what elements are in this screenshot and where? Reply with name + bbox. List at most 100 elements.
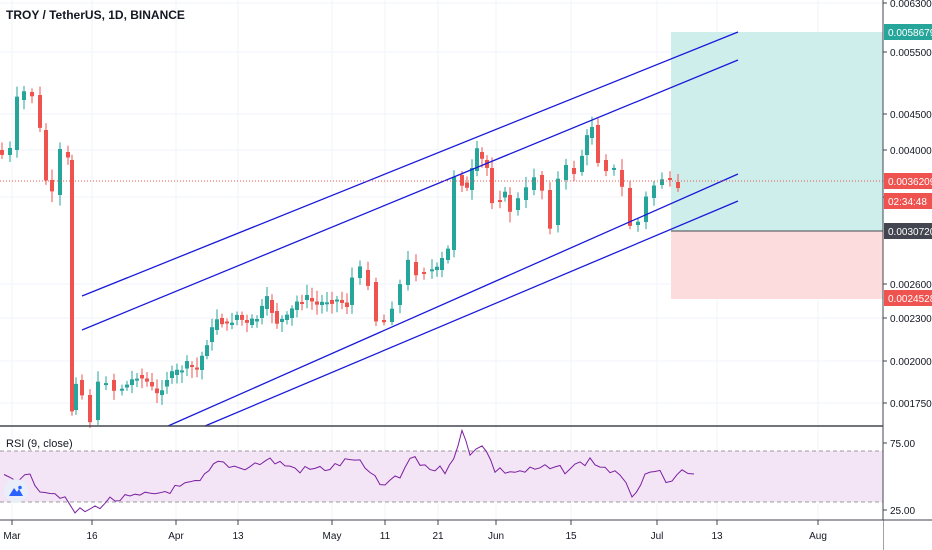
candle-body xyxy=(590,127,594,138)
candle-body xyxy=(8,147,12,155)
candle-body xyxy=(340,300,344,303)
candle-body xyxy=(532,177,536,190)
candle-body xyxy=(160,390,164,395)
candle-body xyxy=(44,130,48,181)
candle-body xyxy=(175,369,179,375)
rsi-level-label: 75.00 xyxy=(890,439,915,450)
candle-body xyxy=(195,367,199,370)
candle-body xyxy=(516,198,520,210)
candle-body xyxy=(22,91,26,100)
candle-body xyxy=(345,302,349,308)
candle-body xyxy=(96,381,100,420)
candle-body xyxy=(240,315,244,320)
candle-body xyxy=(235,314,239,320)
candle-body xyxy=(465,182,469,188)
time-axis-label: 11 xyxy=(380,531,391,542)
candle-body xyxy=(325,302,329,305)
candle-body xyxy=(210,327,214,342)
candle-body xyxy=(556,178,560,225)
candle-body xyxy=(170,371,174,378)
candle-body xyxy=(446,248,450,260)
time-axis-label: Apr xyxy=(168,531,184,542)
rsi-line xyxy=(3,428,695,514)
candle-body xyxy=(564,164,568,180)
position-profit-zone[interactable] xyxy=(671,32,883,231)
candle-body xyxy=(112,380,116,391)
candle-body xyxy=(190,365,194,368)
time-axis-label: 16 xyxy=(86,531,98,542)
candle-body xyxy=(580,155,584,172)
position-loss-zone[interactable] xyxy=(671,231,883,299)
candle-body xyxy=(676,182,680,189)
candle-body xyxy=(300,302,304,304)
candle-body xyxy=(366,270,370,286)
rsi-band xyxy=(0,451,883,502)
candle-body xyxy=(295,301,299,310)
time-axis-label: Aug xyxy=(809,531,827,542)
symbol-title[interactable]: TROY / TetherUS, 1D, BINANCE xyxy=(6,8,185,22)
candle-body xyxy=(215,319,219,330)
candle-body xyxy=(422,272,426,274)
rsi-pane[interactable] xyxy=(0,428,883,514)
price-tag: 02:34:48 xyxy=(884,193,932,209)
candle-body xyxy=(644,196,648,222)
candle-body xyxy=(628,188,632,226)
candle-body xyxy=(50,180,54,192)
candle-body xyxy=(104,383,108,386)
candle-body xyxy=(265,296,269,309)
time-axis-label: 13 xyxy=(711,531,723,542)
candle-body xyxy=(125,384,129,388)
candle-body xyxy=(414,262,418,276)
candle-body xyxy=(120,388,124,391)
candle-body xyxy=(155,388,159,394)
svg-text:0.0024528: 0.0024528 xyxy=(888,294,932,305)
price-tag: 0.0030720 xyxy=(884,223,932,239)
channel-upper-inner-line[interactable] xyxy=(81,59,739,331)
tradingview-logo-icon xyxy=(4,479,28,503)
svg-text:0.0036209: 0.0036209 xyxy=(888,177,932,188)
candle-body xyxy=(585,135,589,155)
time-axis[interactable]: Mar 16 Apr 13 May 11 21 Jun 15 Jul 13 Aug xyxy=(0,519,932,550)
candle-body xyxy=(508,195,512,212)
candle-body xyxy=(668,178,672,180)
candle-body xyxy=(30,92,34,97)
candle-body xyxy=(280,318,284,322)
candle-body xyxy=(335,299,339,302)
channel-upper-outer-line[interactable] xyxy=(81,31,739,297)
candle-body xyxy=(165,379,169,387)
candle-body xyxy=(205,345,209,356)
svg-text:0.0030720: 0.0030720 xyxy=(888,227,932,238)
candle-body xyxy=(275,311,279,324)
candle-body xyxy=(636,221,640,225)
candle-body xyxy=(220,318,224,325)
time-axis-label: 21 xyxy=(432,531,444,542)
candle-body xyxy=(310,298,314,302)
price-tag: 0.0024528 xyxy=(884,290,932,306)
candle-body xyxy=(145,378,149,382)
candle-body xyxy=(475,148,479,171)
candle-body xyxy=(225,321,229,324)
rsi-title[interactable]: RSI (9, close) xyxy=(6,438,73,450)
candle-body xyxy=(70,160,74,412)
parallel-channels[interactable] xyxy=(81,31,739,427)
channel-lower-outer-line[interactable] xyxy=(204,200,739,427)
candle-body xyxy=(305,294,309,300)
candle-body xyxy=(285,314,289,320)
candle-body xyxy=(440,258,444,270)
candle-body xyxy=(74,383,78,410)
candle-body xyxy=(358,266,362,278)
candle-body xyxy=(38,95,42,128)
candle-body xyxy=(245,320,249,323)
candle-body xyxy=(572,168,576,174)
time-axis-label: May xyxy=(323,531,342,542)
candle-body xyxy=(612,167,616,170)
candle-body xyxy=(88,395,92,423)
candle-body xyxy=(270,300,274,313)
candle-body xyxy=(130,379,134,385)
channel-lower-inner-line[interactable] xyxy=(167,173,739,427)
